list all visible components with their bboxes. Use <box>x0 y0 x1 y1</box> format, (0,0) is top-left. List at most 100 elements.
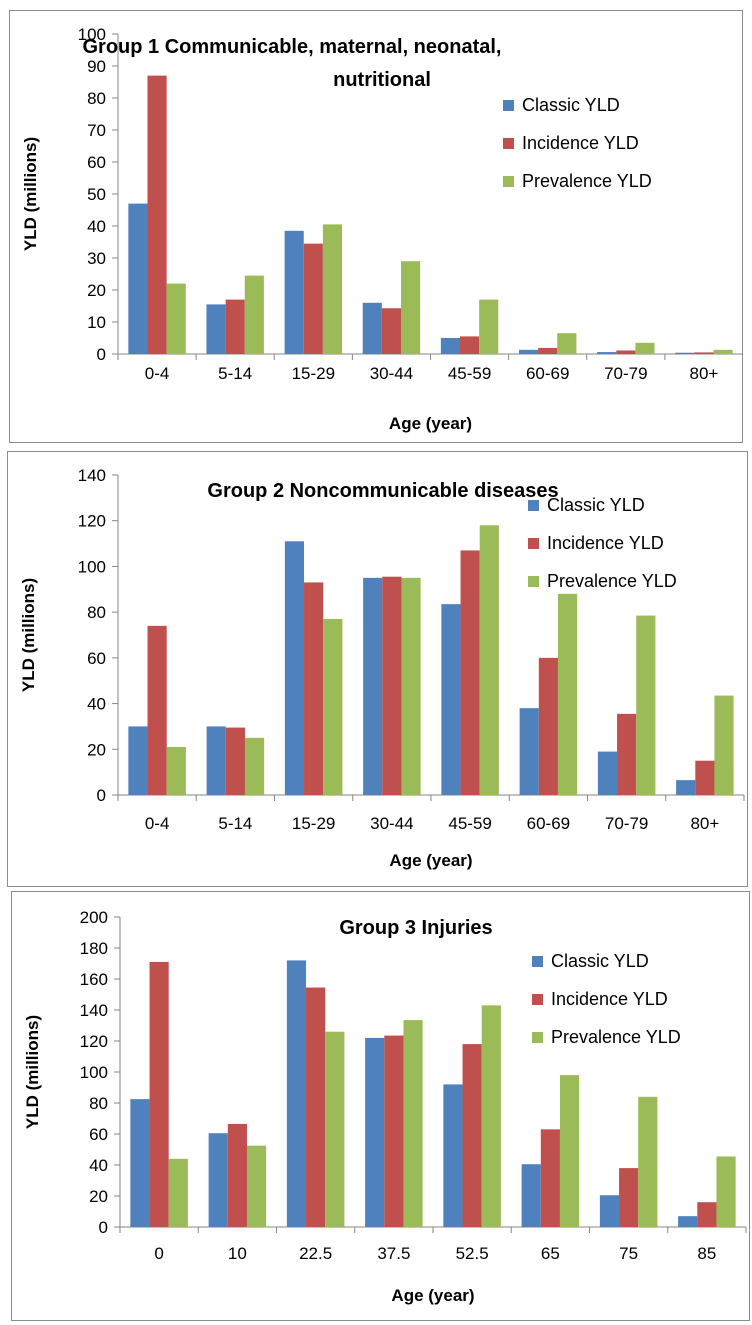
bar-classic-yld <box>206 726 226 795</box>
y-tick-label: 80 <box>89 1094 108 1113</box>
bar-prevalence-yld <box>714 695 734 795</box>
y-tick-label: 140 <box>80 1001 108 1020</box>
bar-prevalence-yld <box>479 525 499 795</box>
bar-classic-yld <box>128 203 148 354</box>
bar-incidence-yld <box>227 1123 247 1227</box>
y-tick-label: 10 <box>87 313 106 332</box>
bar-classic-yld <box>362 302 382 354</box>
y-tick-label: 0 <box>97 786 106 805</box>
bar-incidence-yld <box>225 727 245 795</box>
bar-prevalence-yld <box>713 349 733 354</box>
legend-swatch <box>528 576 539 587</box>
x-tick-label: 5-14 <box>218 364 252 383</box>
x-axis-label: Age (year) <box>389 414 472 433</box>
y-tick-label: 50 <box>87 185 106 204</box>
y-tick-label: 80 <box>87 603 106 622</box>
bar-classic-yld <box>678 1216 698 1227</box>
legend-label: Incidence YLD <box>522 133 639 153</box>
bar-prevalence-yld <box>166 283 186 354</box>
chart-group1: 0 10 20 30 40 50 60 70 80 90 100 0-4 5-14 15-29 30-44 4… <box>21 25 742 433</box>
legend-swatch <box>532 994 543 1005</box>
chart-group3: 0 20 40 60 80 100 120 140 160 180 200 0 10 22.5 37.5 52… <box>23 908 747 1305</box>
y-tick-label: 20 <box>87 740 106 759</box>
bar-prevalence-yld <box>401 261 421 354</box>
x-tick-label: 15-29 <box>292 364 335 383</box>
legend-label: Prevalence YLD <box>551 1027 681 1047</box>
y-tick-label: 30 <box>87 249 106 268</box>
bar-incidence-yld <box>462 1044 482 1227</box>
x-tick-label: 0-4 <box>145 814 170 833</box>
y-axis-label: YLD (millions) <box>21 137 40 251</box>
x-tick-label: 45-59 <box>448 364 491 383</box>
bar-classic-yld <box>206 304 226 354</box>
x-tick-label: 60-69 <box>527 814 570 833</box>
bar-classic-yld <box>284 541 305 795</box>
bar-prevalence-yld <box>557 593 578 795</box>
bar-classic-yld <box>363 577 383 795</box>
x-tick-label: 30-44 <box>370 814 413 833</box>
y-axis-label: YLD (millions) <box>23 1015 42 1129</box>
bar-incidence-yld <box>540 1129 560 1227</box>
x-tick-label: 0-4 <box>145 364 170 383</box>
bar-incidence-yld <box>538 657 558 795</box>
bar-prevalence-yld <box>168 1158 188 1227</box>
y-tick-label: 40 <box>87 217 106 236</box>
y-tick-label: 20 <box>89 1187 108 1206</box>
bar-incidence-yld <box>694 352 714 354</box>
chart-title-line2: nutritional <box>333 69 431 91</box>
bar-prevalence-yld <box>403 1020 423 1227</box>
bar-prevalence-yld <box>559 1075 580 1227</box>
y-tick-label: 60 <box>87 649 106 668</box>
chart-panel-group2: 0 20 40 60 80 100 120 140 0-4 5-14 15-29 30-44 45-59… <box>7 451 748 887</box>
x-tick-label: 75 <box>619 1244 638 1263</box>
bar-prevalence-yld <box>244 737 265 795</box>
y-tick-label: 20 <box>87 281 106 300</box>
y-tick-label: 90 <box>87 57 106 76</box>
y-tick-label: 70 <box>87 121 106 140</box>
legend-swatch <box>503 138 514 149</box>
bar-prevalence-yld <box>636 615 656 795</box>
bar-incidence-yld <box>303 243 323 354</box>
y-tick-label: 60 <box>89 1125 108 1144</box>
y-tick-label: 120 <box>80 1032 108 1051</box>
y-tick-label: 40 <box>89 1156 108 1175</box>
bar-classic-yld <box>519 708 539 795</box>
bar-classic-yld <box>443 1084 463 1227</box>
y-tick-label: 0 <box>97 345 106 364</box>
bar-classic-yld <box>441 604 461 795</box>
y-tick-label: 100 <box>80 1063 108 1082</box>
bar-incidence-yld <box>697 1202 717 1227</box>
bar-classic-yld <box>521 1164 541 1227</box>
bar-incidence-yld <box>306 987 326 1227</box>
legend-label: Classic YLD <box>547 495 645 515</box>
legend-swatch <box>528 538 539 549</box>
x-tick-label: 22.5 <box>299 1244 332 1263</box>
bar-prevalence-yld <box>557 333 577 354</box>
bar-incidence-yld <box>460 550 480 795</box>
bar-prevalence-yld <box>325 1031 345 1227</box>
y-tick-label: 160 <box>80 970 108 989</box>
bar-classic-yld <box>130 1099 150 1227</box>
chart-title: Group 2 Noncommunicable diseases <box>207 480 558 502</box>
bar-prevalence-yld <box>323 619 343 795</box>
chart-title: Group 1 Communicable, maternal, neonatal… <box>83 36 502 58</box>
x-tick-label: 10 <box>228 1244 247 1263</box>
legend-label: Incidence YLD <box>551 989 668 1009</box>
y-tick-label: 40 <box>87 695 106 714</box>
x-axis-label: Age (year) <box>389 851 472 870</box>
x-tick-label: 0 <box>154 1244 163 1263</box>
x-tick-label: 45-59 <box>448 814 491 833</box>
bar-incidence-yld <box>147 75 167 354</box>
bar-prevalence-yld <box>322 224 343 354</box>
bar-prevalence-yld <box>638 1096 658 1227</box>
legend-swatch <box>532 1032 543 1043</box>
bar-incidence-yld <box>304 582 324 795</box>
bar-classic-yld <box>597 352 617 354</box>
x-tick-label: 60-69 <box>526 364 569 383</box>
bar-incidence-yld <box>225 299 245 354</box>
legend-swatch <box>532 956 543 967</box>
x-tick-label: 85 <box>697 1244 716 1263</box>
bar-prevalence-yld <box>401 577 421 795</box>
legend-label: Classic YLD <box>522 95 620 115</box>
legend-label: Prevalence YLD <box>522 171 652 191</box>
